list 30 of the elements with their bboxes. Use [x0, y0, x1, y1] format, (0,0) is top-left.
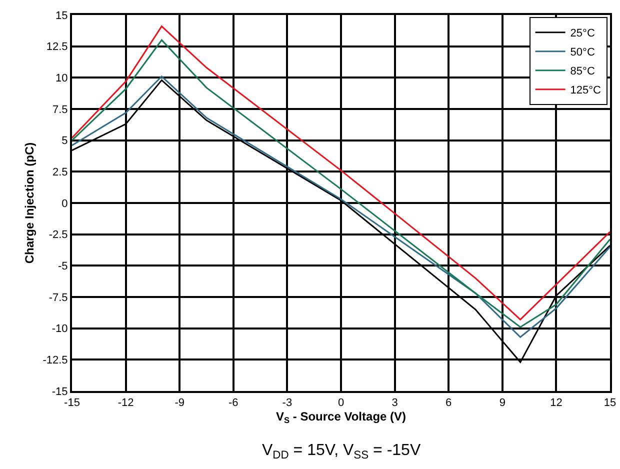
text: V$_{DD}$ = 15V, V$_{SS}$ = -15V	[262, 442, 421, 462]
x-tick-label: 15	[604, 397, 616, 410]
y-tick-label: 2.5	[52, 166, 68, 179]
x-tick-label: 6	[446, 397, 452, 410]
legend-label: 85°C	[570, 66, 595, 78]
y-tick-label: 0	[62, 198, 68, 210]
x-tick-label: -9	[174, 397, 184, 410]
y-tick-label: 15	[56, 10, 68, 22]
x-tick-label: -6	[228, 397, 238, 410]
y-tick-label: 5	[62, 135, 68, 148]
x-axis-title: V$_{S}$ - Source Voltage (V)	[276, 410, 406, 426]
x-tick-label: 9	[499, 397, 506, 410]
y-tick-label: 12.5	[46, 41, 68, 54]
legend-label: 125°C	[570, 84, 602, 97]
x-tick-label: 12	[550, 397, 562, 410]
x-tick-label: -3	[282, 397, 292, 410]
y-tick-label: -12.5	[42, 354, 68, 367]
y-tick-label: 10	[56, 72, 68, 85]
y-tick-label: -10	[52, 323, 68, 336]
x-tick-label: 0	[338, 397, 344, 410]
x-tick-label: 3	[392, 397, 398, 410]
y-tick-label: -2.5	[48, 229, 68, 242]
x-tick-label: -12	[118, 397, 134, 410]
y-tick-label: 7.5	[52, 104, 68, 116]
y-tick-label: -5	[58, 260, 68, 273]
legend-label: 25°C	[570, 28, 595, 40]
legend-label: 50°C	[570, 46, 595, 59]
y-axis-title: Charge Injection (pC)	[22, 142, 37, 264]
y-tick-label: -15	[52, 386, 68, 398]
y-tick-label: -7.5	[48, 292, 68, 304]
